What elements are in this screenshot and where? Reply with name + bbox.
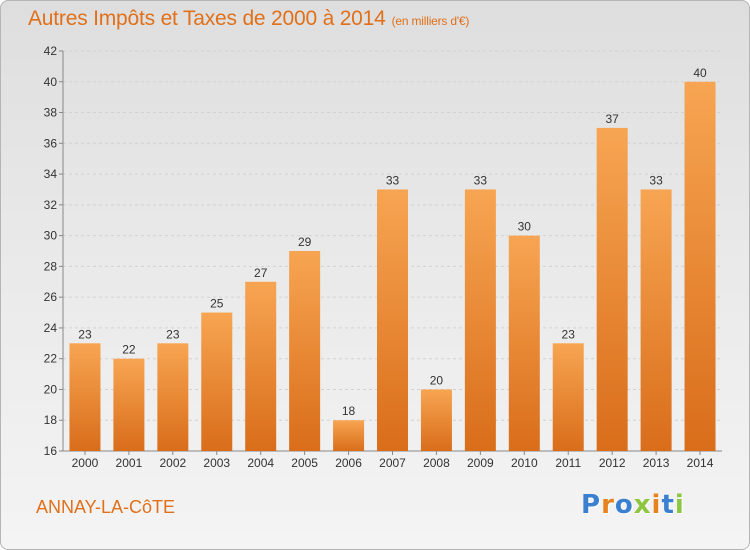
data-label: 33	[386, 173, 400, 187]
y-tick-label: 26	[44, 290, 58, 304]
bar	[377, 189, 408, 451]
bar	[552, 343, 584, 451]
data-label: 37	[605, 112, 619, 126]
x-tick-label: 2000	[72, 456, 99, 470]
data-label: 25	[210, 297, 224, 311]
x-tick-label: 2009	[467, 456, 494, 470]
x-tick-label: 2006	[335, 456, 362, 470]
bar	[157, 343, 189, 451]
logo-letter: i	[674, 490, 685, 520]
y-tick-label: 24	[44, 321, 58, 335]
x-tick-label: 2010	[511, 456, 538, 470]
y-tick-label: 16	[44, 444, 58, 458]
data-label: 23	[78, 327, 92, 341]
y-tick-label: 36	[44, 136, 58, 150]
logo-letter: i	[651, 490, 662, 520]
bar	[508, 235, 540, 451]
x-tick-label: 2008	[423, 456, 450, 470]
bar	[201, 312, 233, 451]
logo-letter: P	[581, 490, 602, 520]
data-label: 29	[298, 235, 312, 249]
title-text: Autres Impôts et Taxes de 2000 à 2014	[28, 7, 386, 30]
bar	[596, 127, 628, 451]
chart-title: Autres Impôts et Taxes de 2000 à 2014 (en…	[28, 7, 469, 31]
title-unit: (en milliers d'€)	[391, 14, 470, 28]
bar	[684, 81, 716, 452]
x-tick-label: 2011	[555, 456, 581, 470]
data-label: 22	[122, 343, 136, 357]
x-tick-label: 2001	[116, 456, 143, 470]
bar	[289, 251, 321, 451]
data-label: 23	[562, 327, 576, 341]
x-tick-label: 2012	[599, 456, 626, 470]
bar	[464, 189, 496, 451]
y-tick-label: 40	[44, 75, 58, 89]
x-tick-label: 2013	[643, 456, 670, 470]
data-label: 33	[649, 173, 663, 187]
x-tick-label: 2014	[687, 456, 714, 470]
bar	[113, 358, 145, 451]
data-label: 20	[430, 373, 444, 387]
y-tick-label: 32	[44, 198, 58, 212]
y-tick-label: 28	[44, 259, 58, 273]
y-tick-label: 30	[44, 229, 58, 243]
data-label: 27	[254, 266, 268, 280]
y-tick-label: 18	[44, 413, 58, 427]
bar	[69, 343, 101, 451]
x-tick-label: 2004	[247, 456, 274, 470]
y-tick-label: 38	[44, 106, 58, 120]
logo-letter: x	[633, 490, 652, 520]
logo-letter: t	[661, 490, 675, 520]
bars	[69, 81, 716, 452]
bar	[245, 281, 277, 451]
bar	[420, 389, 452, 451]
x-tick-label: 2007	[379, 456, 406, 470]
data-label: 33	[474, 173, 488, 187]
data-label: 23	[166, 327, 180, 341]
x-tick-label: 2002	[159, 456, 186, 470]
data-label: 30	[518, 220, 532, 234]
y-tick-label: 34	[44, 167, 58, 181]
bar	[333, 420, 365, 451]
logo-letter: o	[614, 490, 634, 520]
data-label: 40	[693, 66, 707, 80]
proxiti-logo: Proxiti	[581, 490, 685, 520]
logo-letter: r	[601, 490, 615, 520]
y-tick-label: 42	[44, 44, 58, 58]
commune-name: ANNAY-LA-CôTE	[36, 497, 176, 517]
x-tick-label: 2005	[291, 456, 318, 470]
labels: 16 18 20 22 24 26 28 30 32 34 36 38 40 42 23 2000 22 2001…	[44, 44, 714, 470]
y-tick-label: 22	[44, 352, 58, 366]
bar	[640, 189, 672, 451]
y-tick-label: 20	[44, 382, 58, 396]
data-label: 18	[342, 404, 356, 418]
x-tick-label: 2003	[203, 456, 230, 470]
